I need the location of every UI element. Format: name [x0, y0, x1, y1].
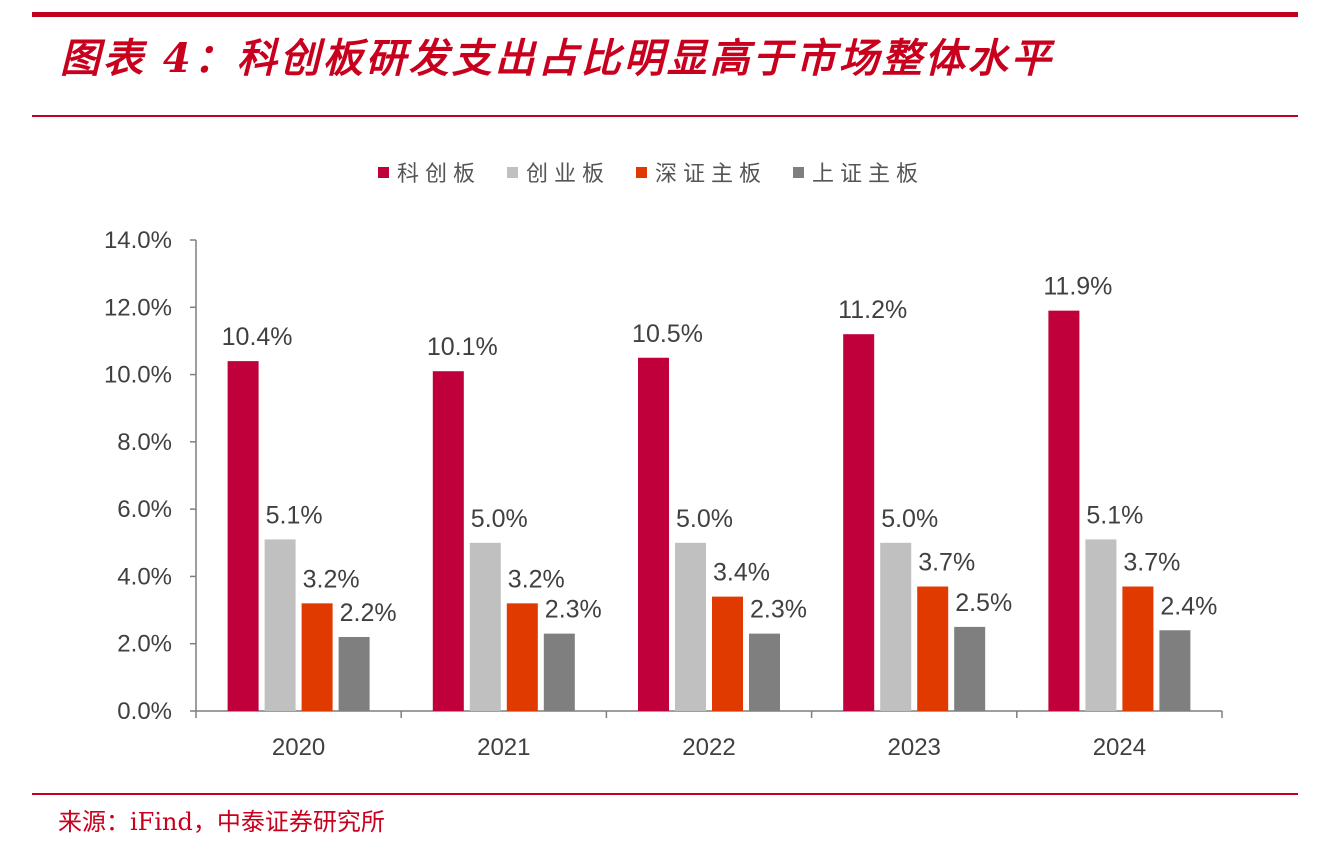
- x-tick-label: 2021: [477, 734, 530, 761]
- data-label-3-1: 2.3%: [545, 596, 602, 624]
- bar-2-4: [1122, 586, 1154, 711]
- legend-swatch: [507, 166, 519, 178]
- bar-3-2: [749, 633, 780, 711]
- bar-2-1: [506, 603, 538, 711]
- data-label-3-3: 2.5%: [955, 589, 1012, 617]
- data-label-0-1: 10.1%: [427, 333, 498, 361]
- title-rule: [32, 115, 1298, 117]
- bar-1-1: [469, 542, 501, 711]
- bar-2-0: [301, 603, 333, 711]
- y-tick-label: 0.0%: [117, 698, 172, 725]
- bar-2-3: [917, 586, 949, 711]
- legend-label: 科创板: [397, 162, 482, 187]
- bar-0-2: [638, 357, 669, 711]
- data-label-0-2: 10.5%: [632, 320, 703, 348]
- bar-1-3: [880, 542, 912, 711]
- y-tick-label: 12.0%: [104, 294, 172, 321]
- y-tick-label: 6.0%: [117, 496, 172, 523]
- legend-label: 创业板: [526, 162, 611, 187]
- data-label-2-3: 3.7%: [918, 549, 975, 577]
- y-tick-label: 8.0%: [117, 429, 172, 456]
- x-tick-label: 2024: [1093, 734, 1146, 761]
- legend-swatch: [636, 166, 648, 178]
- bar-1-4: [1085, 539, 1117, 711]
- x-tick-label: 2022: [682, 734, 735, 761]
- bar-0-4: [1048, 310, 1080, 711]
- legend-label: 深证主板: [655, 162, 768, 187]
- bar-3-4: [1159, 630, 1191, 711]
- y-tick-label: 2.0%: [117, 631, 172, 658]
- y-tick-label: 10.0%: [104, 362, 172, 389]
- legend-label: 上证主板: [812, 162, 925, 187]
- data-label-1-2: 5.0%: [676, 505, 733, 533]
- data-label-0-0: 10.4%: [222, 323, 293, 351]
- bar-0-0: [227, 361, 259, 711]
- data-label-2-0: 3.2%: [303, 565, 360, 593]
- bar-3-3: [954, 626, 986, 711]
- y-tick-label: 4.0%: [117, 563, 172, 590]
- legend-item-2: 深证主板: [636, 156, 767, 188]
- bar-1-2: [675, 542, 706, 711]
- x-tick-label: 2020: [272, 734, 325, 761]
- legend-swatch: [378, 166, 389, 178]
- legend-item-0: 科创板: [378, 156, 481, 188]
- data-label-1-1: 5.0%: [471, 505, 528, 533]
- bar-3-1: [543, 633, 575, 711]
- data-label-2-2: 3.4%: [713, 559, 770, 587]
- data-label-3-2: 2.3%: [750, 596, 807, 624]
- data-label-2-1: 3.2%: [508, 565, 565, 593]
- data-label-0-4: 11.9%: [1043, 273, 1112, 301]
- bar-0-3: [843, 334, 875, 711]
- legend-item-1: 创业板: [507, 156, 610, 188]
- chart-title: 图表 4：科创板研发支出占比明显高于市场整体水平: [60, 35, 1054, 82]
- bar-3-0: [338, 636, 370, 711]
- data-label-0-3: 11.2%: [838, 296, 907, 324]
- legend-item-3: 上证主板: [793, 156, 924, 188]
- legend: 科创板 创业板 深证主板 上证主板: [378, 156, 924, 188]
- data-label-3-0: 2.2%: [340, 599, 397, 627]
- x-tick-label: 2023: [888, 734, 941, 761]
- data-label-2-4: 3.7%: [1123, 549, 1180, 577]
- top-rule: [32, 12, 1298, 17]
- data-label-1-0: 5.1%: [266, 501, 323, 529]
- bottom-rule: [32, 793, 1298, 795]
- data-label-1-4: 5.1%: [1086, 501, 1143, 529]
- bar-0-1: [432, 371, 464, 711]
- data-label-3-4: 2.4%: [1160, 592, 1217, 620]
- source-note: 来源：iFind，中泰证券研究所: [58, 808, 385, 836]
- data-label-1-3: 5.0%: [881, 505, 938, 533]
- bar-2-2: [712, 596, 743, 711]
- legend-swatch: [793, 166, 805, 178]
- y-tick-label: 14.0%: [104, 227, 172, 254]
- bar-1-0: [264, 539, 296, 711]
